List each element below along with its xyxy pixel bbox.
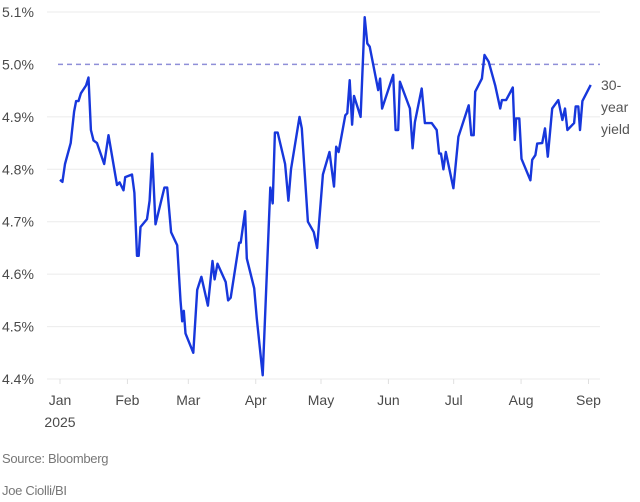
series-label-line-2: year: [601, 99, 629, 115]
yield-chart: 5.1% 5.0% 4.9% 4.8% 4.7% 4.6% 4.5% 4.4% Jan 2025…: [2, 4, 630, 430]
x-tick-label: Sep: [576, 392, 601, 408]
series-line-30-year-yield: [59, 16, 592, 377]
x-tick-label: May: [308, 392, 334, 408]
x-tick-label: Mar: [176, 392, 200, 408]
y-tick-label: 5.0%: [2, 56, 34, 72]
x-tick-label: Apr: [245, 392, 267, 408]
y-tick-label: 4.8%: [2, 161, 34, 177]
credit-note: Joe Ciolli/BI: [2, 483, 67, 498]
y-tick-label: 4.7%: [2, 214, 34, 230]
y-tick-label: 4.5%: [2, 319, 34, 335]
y-tick-label: 4.6%: [2, 266, 34, 282]
x-axis: Jan 2025 Feb Mar Apr May Jun Jul Aug Sep: [44, 379, 601, 430]
x-tick-label: Jan: [49, 392, 72, 408]
x-tick-label: Jun: [377, 392, 400, 408]
y-tick-label: 4.9%: [2, 109, 34, 125]
series-label-line-1: 30-: [601, 77, 622, 93]
x-tick-year-label: 2025: [44, 414, 75, 430]
x-tick-label: Jul: [445, 392, 463, 408]
source-note: Source: Bloomberg: [2, 451, 109, 466]
y-axis: 5.1% 5.0% 4.9% 4.8% 4.7% 4.6% 4.5% 4.4%: [2, 4, 34, 387]
series-label-line-3: yield: [601, 121, 630, 137]
gridlines: [47, 11, 600, 380]
y-tick-label: 5.1%: [2, 4, 34, 20]
x-tick-label: Feb: [115, 392, 139, 408]
y-tick-label: 4.4%: [2, 371, 34, 387]
x-tick-label: Aug: [509, 392, 534, 408]
